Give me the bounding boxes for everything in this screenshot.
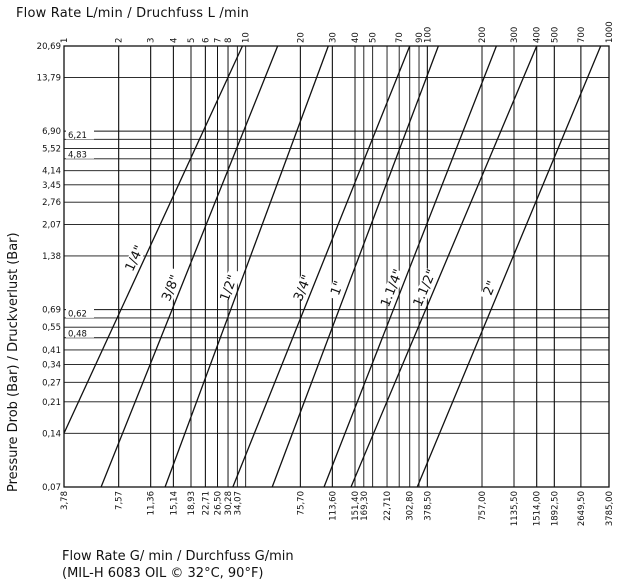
bottom-tick-label: 34,07 — [233, 491, 243, 515]
series-label-bg — [414, 268, 439, 301]
top-tick-label: 500 — [550, 27, 560, 43]
series-label-bg — [218, 268, 242, 301]
series-label-bg — [381, 268, 405, 301]
inner-label-bg — [66, 328, 94, 338]
bottom-tick-label: 2649,50 — [577, 491, 587, 526]
bottom-tick-label: 26,50 — [214, 491, 224, 515]
top-tick-label: 1000 — [605, 21, 615, 43]
y-tick-label: 0,69 — [42, 306, 61, 316]
series-label-bg — [160, 268, 185, 301]
series-label: 1" — [328, 279, 347, 298]
series-label-bg — [124, 238, 149, 272]
top-tick-label: 30 — [328, 32, 338, 43]
y-tick-label: 5,52 — [42, 144, 61, 154]
series-line — [232, 45, 411, 488]
bottom-tick-label: 1135,50 — [510, 491, 520, 526]
series-line — [164, 45, 329, 488]
y-tick-label: 6,90 — [42, 127, 61, 137]
top-tick-label: 400 — [533, 27, 543, 43]
bottom-tick-label: 1892,50 — [550, 491, 560, 526]
top-tick-label: 10 — [242, 32, 252, 43]
bottom-tick-label: 151,40 — [351, 491, 361, 521]
y-tick-label: 3,45 — [42, 181, 61, 191]
top-axis-title: Flow Rate L/min / Druchfuss L /min — [16, 6, 250, 21]
inner-label-bg — [66, 130, 94, 140]
top-tick-label: 3 — [147, 38, 157, 43]
y-tick-label: 0,34 — [42, 360, 61, 370]
y-axis-title: Pressure Drob (Bar) / Druckverlust (Bar) — [6, 232, 21, 492]
y-tick-label: 0,07 — [42, 483, 61, 493]
plot-frame — [63, 45, 610, 488]
y-tick-label: 20,69 — [37, 42, 61, 52]
bottom-tick-label: 113,60 — [328, 491, 338, 521]
series-line — [350, 45, 538, 488]
y-tick-label: 0,27 — [42, 378, 61, 388]
top-tick-label: 70 — [395, 32, 405, 43]
y-tick-label: 2,76 — [42, 198, 61, 208]
bottom-tick-label: 22,710 — [383, 491, 393, 521]
top-tick-label: 40 — [351, 32, 361, 43]
bottom-tick-label: 169,30 — [360, 491, 370, 521]
bottom-axis-title: Flow Rate G/ min / Durchfuss G/min — [62, 549, 294, 564]
y-inner-tick-label: 4,83 — [68, 150, 87, 160]
top-tick-label: 700 — [577, 27, 587, 43]
top-tick-label: 7 — [214, 38, 224, 43]
top-tick-label: 90 — [415, 32, 425, 43]
inner-label-bg — [66, 149, 94, 159]
series-line — [323, 45, 498, 488]
series-label: 3/8" — [159, 273, 183, 304]
y-tick-label: 0,21 — [42, 398, 61, 408]
series-label-bg — [327, 268, 351, 301]
top-tick-label: 300 — [510, 27, 520, 43]
bottom-tick-label: 15,14 — [169, 491, 179, 515]
inner-label-bg — [66, 308, 94, 318]
series-label-bg — [292, 268, 316, 301]
y-tick-label: 13,79 — [37, 73, 61, 83]
top-tick-label: 2 — [115, 38, 125, 43]
top-tick-label: 200 — [478, 27, 488, 43]
bottom-tick-label: 302,80 — [406, 491, 416, 521]
series-label: 3/4" — [291, 273, 315, 304]
bottom-tick-label: 11,36 — [147, 491, 157, 515]
bottom-tick-label: 75,70 — [296, 491, 306, 515]
top-tick-label: 4 — [169, 38, 179, 43]
bottom-tick-label: 378,50 — [423, 491, 433, 521]
top-tick-label: 6 — [201, 38, 211, 43]
y-inner-tick-label: 0,62 — [68, 309, 87, 319]
bottom-tick-label: 1514,00 — [533, 491, 543, 526]
tick-labels: 20,6913,796,905,524,143,452,762,071,380,… — [37, 21, 615, 526]
y-inner-tick-label: 0,48 — [68, 329, 87, 339]
series-label: 1.1/2" — [411, 267, 440, 309]
y-tick-label: 2,07 — [42, 220, 61, 230]
bottom-tick-label: 18,93 — [187, 491, 197, 515]
series-line — [100, 45, 279, 488]
bottom-tick-label: 3785,00 — [605, 491, 615, 526]
bottom-axis-subtitle: (MIL-H 6083 OIL © 32°C, 90°F) — [62, 566, 264, 581]
top-tick-label: 100 — [423, 27, 433, 43]
bottom-tick-label: 30,28 — [224, 491, 234, 515]
y-tick-label: 1,38 — [42, 252, 61, 262]
top-tick-label: 50 — [369, 32, 379, 43]
top-tick-label: 5 — [187, 38, 197, 43]
series-label: 2" — [481, 279, 500, 298]
series-line — [271, 45, 439, 488]
bottom-tick-label: 757,00 — [478, 491, 488, 521]
top-tick-label: 8 — [224, 38, 234, 43]
y-inner-tick-label: 6,21 — [68, 131, 87, 141]
bottom-tick-label: 7,57 — [115, 491, 125, 510]
grid — [63, 45, 610, 488]
y-tick-label: 0,41 — [42, 346, 61, 356]
bottom-tick-label: 22,71 — [201, 491, 211, 515]
top-tick-label: 20 — [296, 32, 306, 43]
bottom-tick-label: 3,78 — [60, 491, 70, 510]
top-tick-label: 1 — [60, 38, 70, 43]
y-tick-label: 0,55 — [42, 323, 61, 333]
series-label-bg — [479, 268, 504, 301]
series-line — [416, 45, 602, 488]
y-tick-label: 0,14 — [42, 429, 61, 439]
y-tick-label: 4,14 — [42, 167, 61, 177]
series-line — [63, 45, 244, 434]
